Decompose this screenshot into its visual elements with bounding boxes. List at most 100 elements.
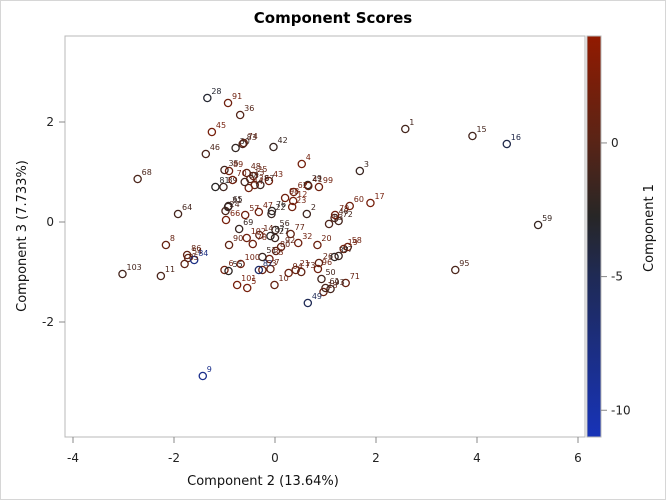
data-point: 57 (240, 204, 259, 220)
point-label: 33 (273, 248, 283, 257)
point-marker (207, 127, 217, 137)
point-label: 87 (274, 225, 284, 234)
data-point: 74 (239, 132, 258, 148)
data-point: 83 (238, 133, 257, 149)
point-label: 27 (279, 227, 289, 236)
point-label: 60 (354, 195, 364, 204)
colorbar-tick-label: -5 (611, 270, 623, 284)
point-marker (267, 209, 276, 219)
data-point: 95 (451, 259, 469, 275)
point-label: 31 (232, 196, 242, 205)
y-axis-label: Component 3 (7.733%) (15, 160, 30, 312)
point-marker (258, 252, 267, 262)
point-marker (339, 244, 348, 254)
point-marker (254, 265, 264, 275)
point-label: 5 (251, 277, 256, 286)
data-point: 97 (334, 245, 353, 261)
point-label: 7 (274, 258, 279, 267)
point-label: 68 (142, 168, 152, 177)
data-point: 87 (266, 225, 285, 241)
data-point: 1 (401, 118, 414, 134)
point-label: 95 (459, 259, 469, 268)
point-label: 70 (237, 169, 247, 178)
data-point: 59 (533, 214, 552, 230)
point-marker (533, 220, 543, 230)
data-point: 76 (267, 200, 286, 216)
data-point: 16 (502, 133, 521, 149)
data-point: 69 (234, 218, 253, 234)
point-label: 50 (325, 268, 335, 277)
point-label: 35 (229, 159, 239, 168)
data-point: 94 (284, 262, 303, 278)
data-point: 26 (314, 252, 333, 268)
point-marker (280, 193, 290, 203)
data-point: 22 (267, 203, 286, 219)
point-label: 85 (189, 253, 199, 262)
point-label: 49 (312, 292, 322, 301)
point-label: 24 (230, 200, 240, 209)
data-point: 49 (303, 292, 322, 308)
point-label: 13 (254, 168, 264, 177)
point-label: 39 (227, 176, 237, 185)
point-marker (266, 231, 275, 241)
point-label: 37 (339, 246, 349, 255)
point-marker (220, 265, 229, 275)
data-point: 96 (313, 258, 332, 274)
colorbar-ticks: 0 -5 -10 (601, 136, 631, 417)
point-label: 8 (170, 234, 175, 243)
point-marker (270, 280, 279, 290)
point-marker (303, 298, 313, 308)
point-marker (271, 246, 281, 256)
point-label: 44 (253, 177, 263, 186)
point-label: 26 (323, 252, 333, 261)
data-point: 10 (270, 274, 289, 290)
point-marker (234, 224, 244, 234)
point-marker (334, 251, 343, 261)
point-marker (161, 240, 171, 250)
data-point: 17 (366, 192, 385, 208)
plot-area (64, 35, 586, 438)
data-point: 92 (276, 236, 295, 252)
point-label: 11 (165, 265, 175, 274)
y-tick-label: 0 (46, 215, 54, 229)
point-marker (314, 258, 324, 268)
data-point: 73 (297, 261, 315, 277)
point-marker (232, 280, 242, 290)
data-point: 77 (286, 223, 305, 239)
point-marker (254, 207, 264, 217)
data-point: 14 (255, 224, 274, 240)
point-marker (198, 371, 208, 381)
point-marker (289, 187, 298, 197)
x-axis: -4 -2 0 2 4 6 (67, 437, 582, 465)
point-label: 56 (280, 219, 290, 228)
point-label: 62 (298, 181, 308, 190)
chart-title: Component Scores (253, 9, 413, 27)
point-marker (276, 242, 286, 252)
point-label: 6 (229, 259, 234, 268)
point-marker (189, 255, 199, 265)
point-label: 92 (285, 236, 295, 245)
point-label: 1 (409, 118, 414, 127)
point-label: 16 (511, 133, 521, 142)
point-label: 25 (257, 165, 267, 174)
point-marker (173, 209, 183, 219)
point-label: 86 (191, 244, 201, 253)
data-point: 4 (297, 153, 311, 169)
data-point: 81 (211, 176, 230, 192)
data-point: 21 (291, 259, 310, 275)
y-tick-label: 2 (46, 115, 54, 129)
point-marker (240, 210, 250, 220)
x-tick-label: 2 (372, 451, 380, 465)
point-marker (293, 238, 303, 248)
point-label: 32 (302, 232, 312, 241)
point-label: 61 (330, 277, 340, 286)
point-label: 96 (322, 258, 332, 267)
point-label: 20 (321, 234, 331, 243)
point-marker (270, 233, 280, 243)
point-label: 69 (243, 218, 253, 227)
point-marker (224, 166, 234, 176)
point-marker (269, 142, 278, 152)
data-point: 61 (321, 277, 340, 293)
point-marker (203, 93, 212, 103)
point-label: 84 (198, 249, 208, 258)
